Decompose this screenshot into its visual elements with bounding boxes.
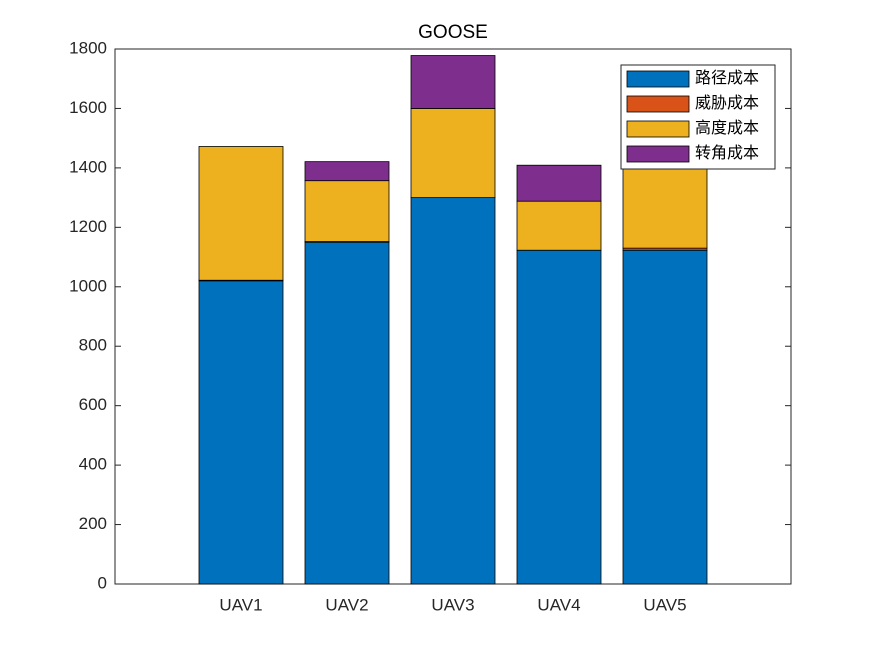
bar-segment bbox=[304, 161, 390, 182]
bar-segment bbox=[304, 241, 390, 585]
bar-segment bbox=[304, 180, 390, 243]
y-tick-label: 600 bbox=[79, 395, 107, 414]
chart-title: GOOSE bbox=[418, 22, 488, 43]
bar-segment bbox=[198, 280, 284, 585]
bar-segment bbox=[622, 249, 708, 585]
y-tick-label: 400 bbox=[79, 455, 107, 474]
y-tick-label: 1800 bbox=[69, 38, 107, 57]
y-tick-label: 800 bbox=[79, 336, 107, 355]
bar-segment bbox=[410, 197, 496, 585]
legend-label: 威胁成本 bbox=[695, 94, 759, 112]
x-tick-label: UAV4 bbox=[537, 595, 580, 614]
bar-segment bbox=[410, 108, 496, 199]
x-tick-label: UAV3 bbox=[431, 595, 474, 614]
legend-label: 转角成本 bbox=[695, 144, 759, 162]
bar-segment bbox=[516, 249, 602, 585]
y-tick-label: 1400 bbox=[69, 157, 107, 176]
bar-segment bbox=[516, 164, 602, 202]
legend-label: 高度成本 bbox=[695, 119, 759, 137]
legend-swatch bbox=[626, 95, 690, 113]
y-tick-label: 200 bbox=[79, 514, 107, 533]
x-tick-label: UAV5 bbox=[643, 595, 686, 614]
y-tick-label: 1000 bbox=[69, 276, 107, 295]
bar-segment bbox=[198, 146, 284, 281]
y-tick-label: 0 bbox=[98, 573, 107, 592]
bar-segment bbox=[516, 200, 602, 251]
legend-swatch bbox=[626, 120, 690, 138]
x-tick-label: UAV2 bbox=[325, 595, 368, 614]
legend-label: 路径成本 bbox=[695, 69, 759, 87]
bar-segment bbox=[622, 164, 708, 249]
bar-segment bbox=[410, 55, 496, 109]
legend-swatch bbox=[626, 145, 690, 163]
y-tick-label: 1600 bbox=[69, 98, 107, 117]
y-tick-label: 1200 bbox=[69, 217, 107, 236]
x-tick-label: UAV1 bbox=[219, 595, 262, 614]
legend-swatch bbox=[626, 70, 690, 88]
